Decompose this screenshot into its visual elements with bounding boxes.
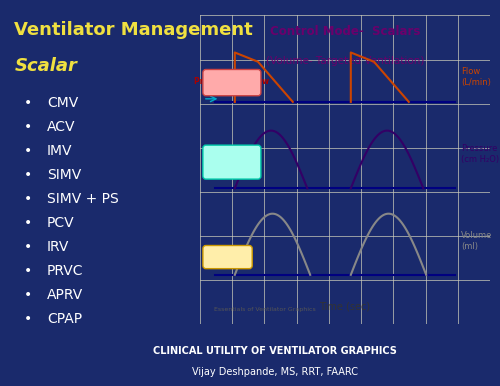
- Text: CPAP: CPAP: [47, 312, 82, 326]
- Text: •: •: [24, 144, 32, 158]
- Text: Dependent on
Cₗ & Rₐw: Dependent on Cₗ & Rₐw: [204, 156, 260, 169]
- Text: •: •: [24, 120, 32, 134]
- FancyBboxPatch shape: [203, 69, 261, 96]
- Text: •: •: [24, 216, 32, 230]
- Text: •: •: [24, 288, 32, 302]
- Text: Preset Vₜ: Preset Vₜ: [208, 253, 248, 262]
- Text: Pressure
(cm H₂O): Pressure (cm H₂O): [461, 144, 499, 164]
- Text: Volume
(ml): Volume (ml): [461, 231, 492, 251]
- Text: CMV: CMV: [47, 96, 78, 110]
- FancyBboxPatch shape: [203, 245, 252, 269]
- Text: SIMV + PS: SIMV + PS: [47, 192, 118, 206]
- Text: PRVC: PRVC: [47, 264, 84, 278]
- Text: •: •: [24, 240, 32, 254]
- Text: •: •: [24, 96, 32, 110]
- Text: (Volume- Targeted Ventilation): (Volume- Targeted Ventilation): [266, 56, 424, 66]
- Text: •: •: [24, 168, 32, 182]
- Text: Ventilator Management: Ventilator Management: [14, 21, 254, 39]
- Text: Time (sec): Time (sec): [320, 302, 370, 312]
- Text: CLINICAL UTILITY OF VENTILATOR GRAPHICS: CLINICAL UTILITY OF VENTILATOR GRAPHICS: [153, 346, 397, 356]
- Text: IMV: IMV: [47, 144, 72, 158]
- Text: Preset Peak Flow: Preset Peak Flow: [194, 77, 270, 86]
- Text: SIMV: SIMV: [47, 168, 81, 182]
- Text: Vijay Deshpande, MS, RRT, FAARC: Vijay Deshpande, MS, RRT, FAARC: [192, 367, 358, 378]
- Text: Control Mode-  Scalars: Control Mode- Scalars: [270, 25, 420, 38]
- Text: PCV: PCV: [47, 216, 74, 230]
- Text: APRV: APRV: [47, 288, 83, 302]
- Text: Flow
(L/min): Flow (L/min): [461, 67, 491, 87]
- Text: •: •: [24, 192, 32, 206]
- Text: ACV: ACV: [47, 120, 76, 134]
- Text: •: •: [24, 264, 32, 278]
- FancyBboxPatch shape: [203, 145, 261, 179]
- Text: Essentials of Ventilator Graphics: Essentials of Ventilator Graphics: [214, 307, 316, 312]
- Text: •: •: [24, 312, 32, 326]
- Text: IRV: IRV: [47, 240, 69, 254]
- Text: Scalar: Scalar: [14, 57, 78, 75]
